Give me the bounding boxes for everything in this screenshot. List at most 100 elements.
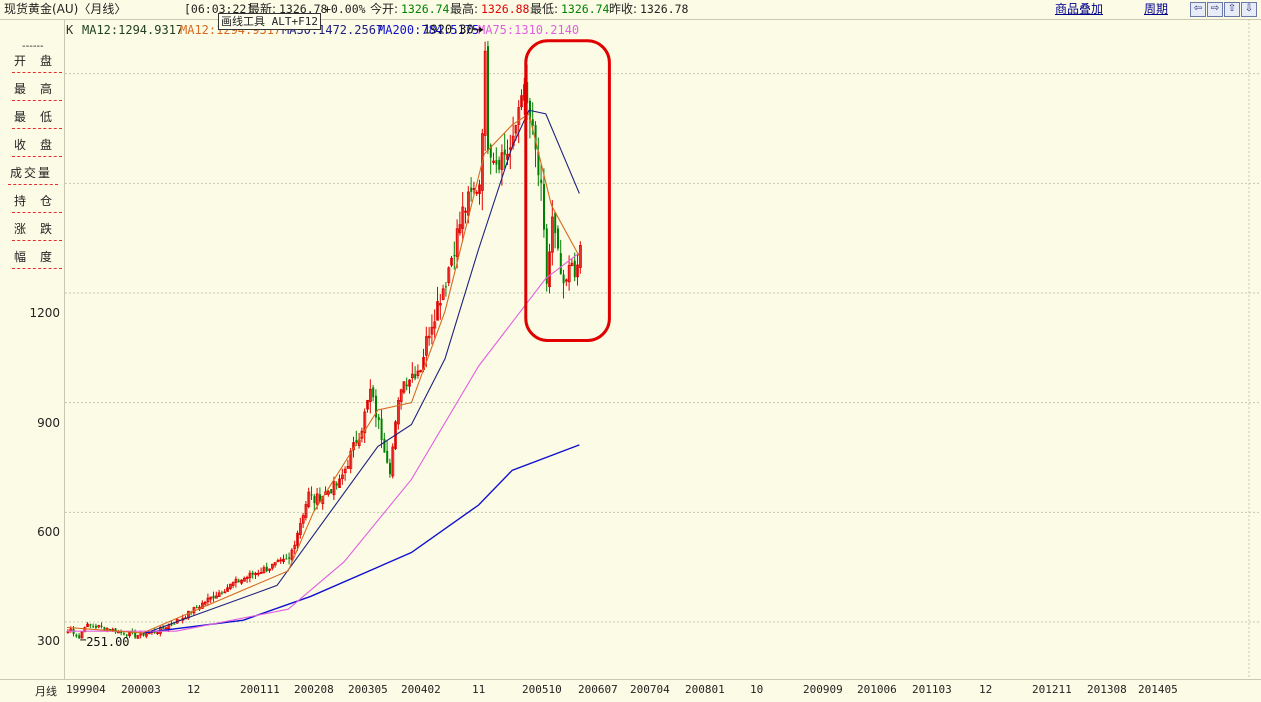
candle: [438, 294, 442, 320]
x-axis-label: 11: [472, 683, 486, 696]
candle-body: [573, 260, 576, 278]
candle-body: [410, 373, 414, 379]
candle: [217, 589, 221, 597]
candle-body: [335, 483, 338, 486]
nav-left-button[interactable]: ⇦: [1190, 2, 1206, 17]
candle: [214, 591, 218, 599]
x-axis-label: 201405: [1138, 683, 1178, 696]
candle-body: [75, 634, 78, 637]
candle: [288, 552, 291, 565]
x-axis-label: 200305: [348, 683, 388, 696]
candle-body: [483, 50, 487, 136]
candle-body: [438, 303, 442, 306]
x-axis-label: 200801: [685, 683, 725, 696]
chart-grid: [65, 19, 1261, 679]
candle: [414, 366, 417, 381]
x-axis-label: 200704: [630, 683, 670, 696]
nav-down-button[interactable]: ⇩: [1241, 2, 1257, 17]
candle: [399, 388, 403, 410]
candle-body: [109, 628, 111, 631]
period-link[interactable]: 周期: [1144, 2, 1169, 16]
candle: [298, 517, 302, 539]
candle-body: [265, 566, 268, 572]
candle-body: [209, 596, 213, 600]
candle-body: [424, 336, 428, 356]
open-label: 今开:: [370, 2, 399, 16]
candle: [570, 258, 574, 267]
candle: [545, 223, 548, 292]
side-label-change: 涨跌: [12, 222, 67, 241]
candle-body: [548, 251, 552, 288]
candle: [276, 558, 280, 563]
candle: [396, 397, 400, 430]
candle-body: [503, 149, 506, 155]
candle: [498, 156, 501, 174]
candle: [223, 588, 227, 594]
candle: [340, 468, 344, 485]
candle: [187, 610, 190, 620]
high-label: 最高:: [450, 2, 479, 16]
candle-body: [97, 625, 101, 628]
candle: [209, 596, 213, 604]
candle: [520, 89, 524, 111]
candle: [273, 562, 277, 568]
candle-body: [156, 632, 159, 635]
x-axis-label: 200111: [240, 683, 280, 696]
low-value: 1326.74: [561, 2, 610, 16]
candle: [470, 177, 473, 202]
candle-body: [313, 496, 316, 504]
candle-body: [268, 568, 272, 571]
y-axis-label: 900: [37, 416, 60, 430]
candle-body: [464, 210, 468, 213]
candle: [478, 179, 482, 205]
candle-body: [383, 438, 386, 453]
moving-averages: [66, 109, 580, 634]
candle: [97, 624, 101, 629]
nav-up-button[interactable]: ⇧: [1224, 2, 1240, 17]
candle-body: [103, 627, 106, 630]
candle-body: [259, 571, 263, 574]
candle-body: [276, 560, 280, 563]
candle-body: [301, 515, 305, 524]
candle: [228, 583, 232, 591]
candle: [162, 624, 165, 631]
candle: [89, 623, 92, 629]
x-axis-label: 200402: [401, 683, 441, 696]
candle: [262, 565, 266, 574]
highlight-box: [524, 39, 611, 343]
candle: [301, 513, 305, 528]
nav-right-button[interactable]: ⇨: [1207, 2, 1223, 17]
candle-body: [343, 468, 347, 474]
candle-body: [315, 493, 319, 505]
x-axis-label: 10: [750, 683, 764, 696]
candle-body: [396, 399, 400, 425]
candle: [338, 474, 342, 488]
high-value: 1326.88: [481, 2, 530, 16]
candle-body: [245, 576, 249, 579]
candle: [259, 567, 263, 574]
candle: [386, 441, 389, 464]
candle: [343, 466, 347, 481]
overlay-link[interactable]: 商品叠加: [1055, 2, 1104, 16]
candle-body: [293, 544, 297, 549]
candle: [282, 554, 286, 565]
x-axis-label: 200003: [121, 683, 161, 696]
price-chart[interactable]: 1920.30 251.00: [65, 19, 1261, 679]
candle-body: [489, 145, 492, 158]
candle-body: [319, 494, 321, 502]
candle-body: [450, 257, 454, 266]
x-axis-label: 200909: [803, 683, 843, 696]
candle-body: [173, 623, 176, 625]
x-axis-label: 200208: [294, 683, 334, 696]
candle: [164, 626, 168, 630]
candle: [562, 269, 565, 299]
legend-ma200: MA200:784.5175: [378, 23, 480, 37]
x-axis-label: 12: [187, 683, 201, 696]
candle-body: [461, 206, 465, 229]
candle-body: [95, 625, 97, 628]
candle: [489, 143, 492, 175]
candle-body: [228, 583, 232, 589]
candle-body: [92, 626, 95, 628]
candle: [313, 494, 316, 511]
y-axis-label: 300: [37, 634, 60, 648]
